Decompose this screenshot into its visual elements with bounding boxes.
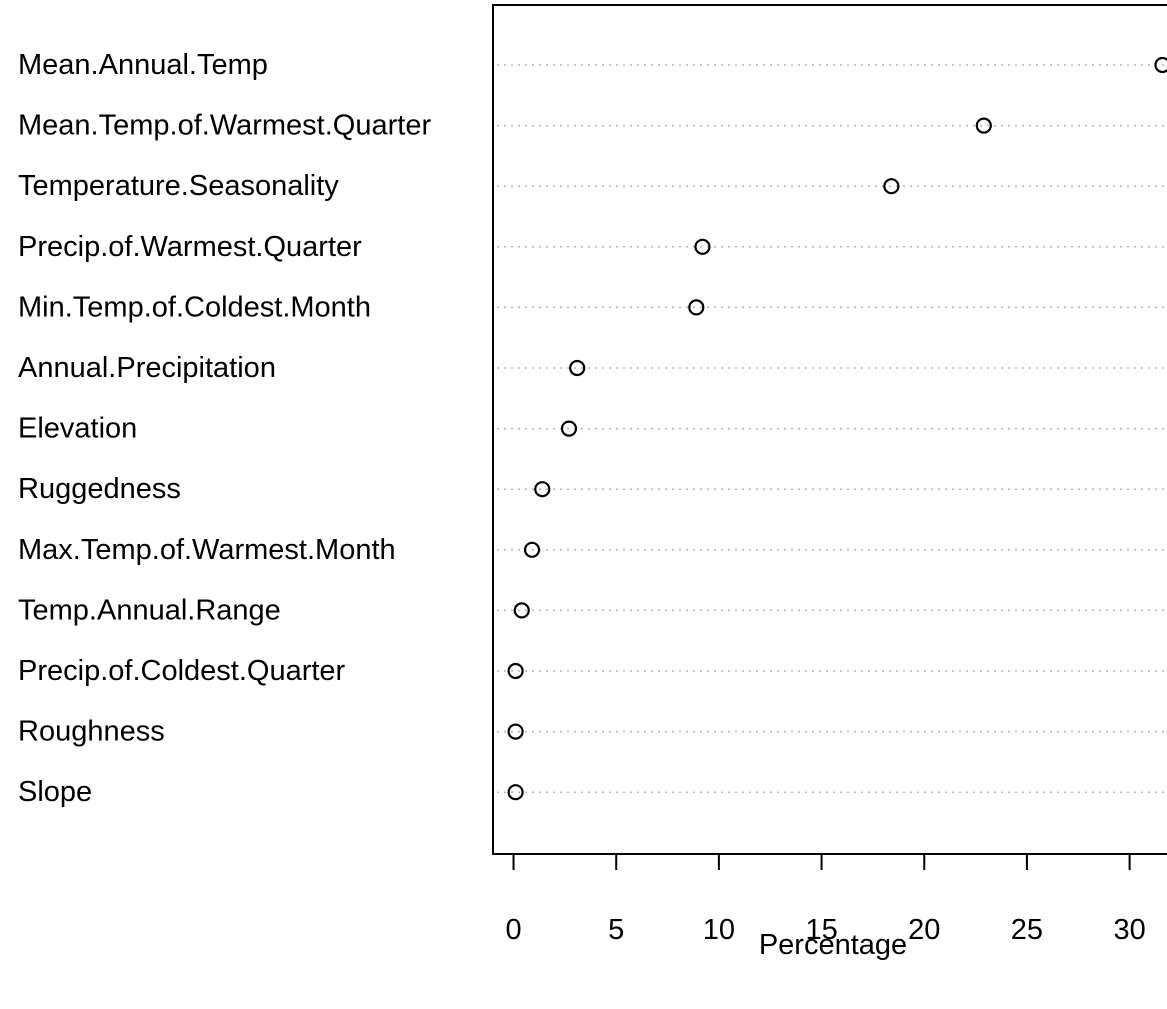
category-label: Mean.Temp.of.Warmest.Quarter [18, 110, 431, 142]
x-axis: 0 5 10 15 20 25 30 [505, 853, 1146, 946]
data-point [569, 359, 586, 377]
guide-lines [497, 64, 1167, 793]
data-point [507, 723, 524, 740]
data-point [975, 117, 992, 134]
category-label: Temperature.Seasonality [18, 170, 339, 202]
data-point [507, 662, 524, 680]
x-tick-label: 15 [805, 914, 837, 946]
data-point [560, 420, 578, 437]
data-point [1154, 56, 1167, 74]
data-point [883, 178, 900, 195]
category-label: Ruggedness [18, 473, 181, 505]
x-tick-label: 0 [505, 914, 521, 946]
category-label: Max.Temp.of.Warmest.Month [18, 534, 396, 566]
plot-frame [492, 4, 1167, 855]
category-label: Annual.Precipitation [18, 352, 276, 384]
category-label: Temp.Annual.Range [18, 594, 281, 626]
category-label: Min.Temp.of.Coldest.Month [18, 291, 371, 323]
data-point [513, 602, 530, 619]
data-point [507, 784, 524, 801]
data-point [694, 238, 711, 255]
category-label: Roughness [18, 716, 165, 748]
x-tick-label: 30 [1113, 914, 1145, 946]
data-point [523, 541, 541, 558]
category-label: Precip.of.Coldest.Quarter [18, 655, 346, 687]
data-point [534, 481, 551, 498]
data-point [688, 299, 705, 316]
category-label: Precip.of.Warmest.Quarter [18, 231, 362, 263]
category-label: Slope [18, 776, 92, 808]
x-tick-label: 5 [608, 914, 624, 946]
category-label: Mean.Annual.Temp [18, 49, 268, 81]
category-label: Elevation [18, 413, 137, 445]
x-tick-label: 20 [908, 914, 940, 946]
x-tick-label: 10 [703, 914, 735, 946]
category-labels: Mean.Annual.Temp Mean.Temp.of.Warmest.Qua… [18, 49, 431, 808]
x-tick-label: 25 [1011, 914, 1043, 946]
x-axis-title: Percentage [759, 929, 907, 961]
data-points [507, 56, 1167, 801]
